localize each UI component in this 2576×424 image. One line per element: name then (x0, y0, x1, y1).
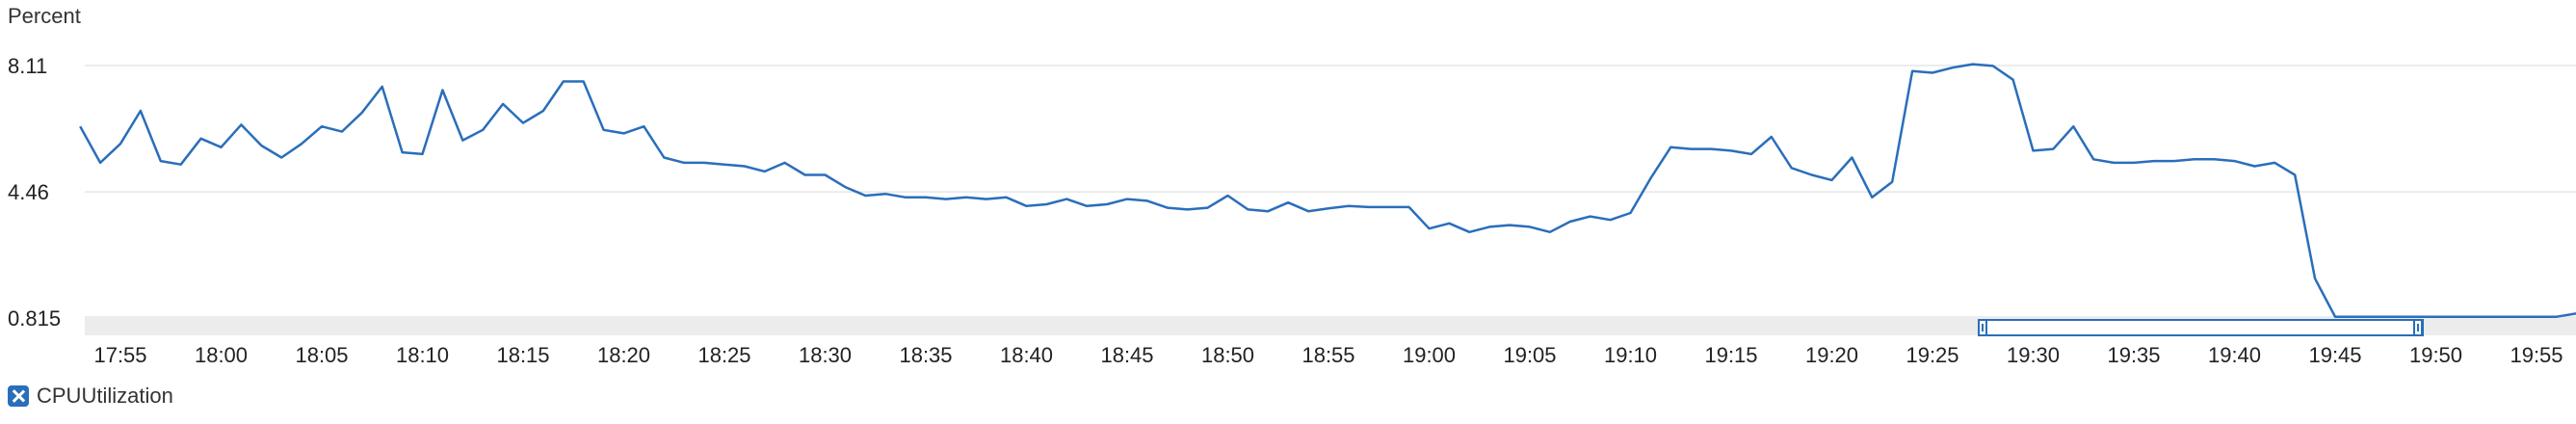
y-tick-label: 0.815 (8, 306, 61, 331)
x-tick-label: 19:00 (1403, 343, 1456, 367)
x-axis-band (85, 316, 2576, 335)
x-tick-label: 18:10 (396, 343, 449, 367)
x-tick-label: 19:50 (2409, 343, 2462, 367)
x-tick-label: 18:30 (799, 343, 852, 367)
x-tick-label: 19:40 (2208, 343, 2261, 367)
y-axis-ticks: 8.11 4.46 0.815 (8, 54, 61, 331)
x-tick-label: 18:40 (1000, 343, 1053, 367)
x-tick-label: 18:50 (1201, 343, 1254, 367)
brush-window[interactable] (1981, 319, 2424, 336)
y-axis-title: Percent (8, 4, 81, 28)
x-tick-label: 19:25 (1906, 343, 1958, 367)
x-tick-label: 18:35 (899, 343, 952, 367)
x-tick-label: 17:55 (93, 343, 146, 367)
legend-label: CPUUtilization (37, 384, 173, 408)
x-tick-label: 19:35 (2107, 343, 2160, 367)
x-tick-label: 19:10 (1604, 343, 1657, 367)
x-tick-label: 18:05 (295, 343, 348, 367)
x-tick-label: 18:20 (597, 343, 650, 367)
x-tick-label: 19:05 (1503, 343, 1556, 367)
series-layer (79, 63, 2576, 318)
x-tick-label: 18:55 (1301, 343, 1354, 367)
x-tick-label: 18:00 (195, 343, 248, 367)
y-tick-label: 4.46 (8, 180, 49, 204)
legend-toggle-icon[interactable] (8, 385, 29, 407)
y-tick-label: 8.11 (8, 54, 47, 78)
series-line-cpuutilization (79, 63, 2576, 318)
x-tick-label: 19:15 (1704, 343, 1757, 367)
x-tick-label: 18:15 (496, 343, 549, 367)
legend: CPUUtilization (8, 384, 173, 409)
gridlines (85, 65, 2576, 319)
x-tick-label: 19:20 (1805, 343, 1858, 367)
x-tick-label: 19:45 (2308, 343, 2361, 367)
x-tick-label: 18:45 (1100, 343, 1153, 367)
x-tick-label: 19:30 (2007, 343, 2060, 367)
x-tick-label: 18:25 (697, 343, 750, 367)
time-range-brush[interactable] (1978, 319, 2424, 336)
x-axis-ticks: 17:55 18:00 18:05 18:10 18:15 18:20 18:25 18:30… (93, 343, 2563, 367)
x-tick-label: 19:55 (2510, 343, 2563, 367)
